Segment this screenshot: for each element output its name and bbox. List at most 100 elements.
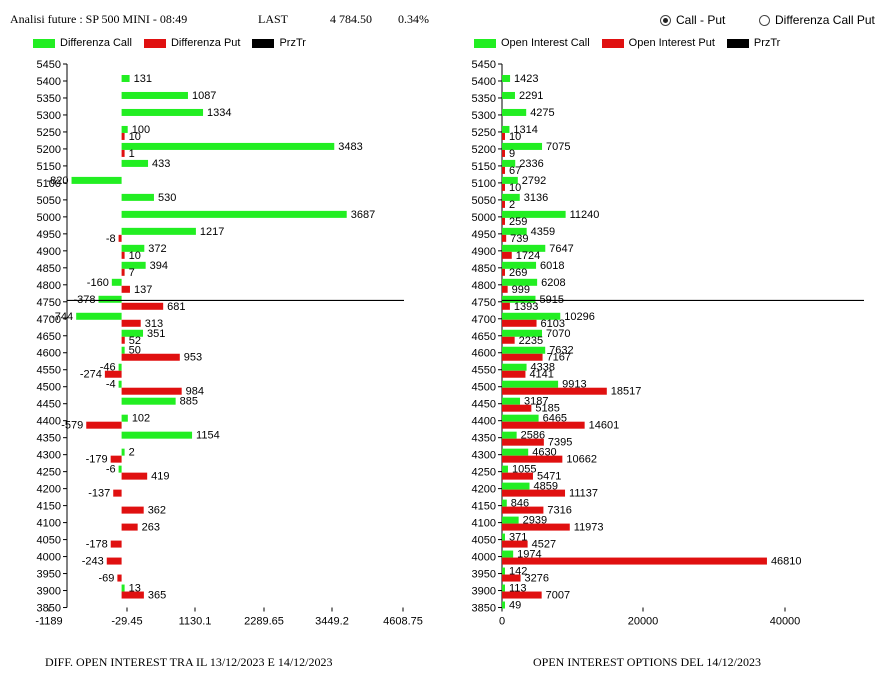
call-bar bbox=[121, 159, 149, 167]
call-bar bbox=[121, 210, 347, 218]
put-bar-label: -8 bbox=[106, 233, 116, 245]
put-bar-label: 365 bbox=[148, 590, 166, 602]
y-tick-label: 4450 bbox=[472, 399, 496, 411]
put-bar-label: 5471 bbox=[537, 471, 561, 483]
call-bar bbox=[502, 295, 536, 303]
put-bar bbox=[502, 574, 521, 582]
change-percent: 0.34% bbox=[398, 12, 429, 26]
y-tick-label: 5300 bbox=[37, 110, 61, 122]
call-bar bbox=[121, 193, 154, 201]
call-bar-label: 5915 bbox=[539, 294, 563, 306]
y-tick-label: 5100 bbox=[472, 178, 496, 190]
y-tick-label: 5350 bbox=[472, 93, 496, 105]
x-tick-label: -29.45 bbox=[111, 616, 142, 628]
call-bar bbox=[121, 261, 146, 269]
y-tick-label: 5400 bbox=[472, 76, 496, 88]
y-tick-label: 5100 bbox=[37, 178, 61, 190]
radio-selected-icon bbox=[660, 14, 671, 26]
put-bar bbox=[110, 455, 122, 463]
put-bar-label: 9 bbox=[509, 148, 515, 160]
put-bar bbox=[502, 438, 544, 446]
put-bar-label: 1724 bbox=[516, 250, 540, 262]
put-bar bbox=[118, 234, 122, 242]
call-bar bbox=[502, 125, 510, 133]
legend-item: PrzTr bbox=[252, 37, 306, 49]
call-bar bbox=[121, 584, 125, 592]
put-bar-label: 313 bbox=[145, 318, 163, 330]
call-bar-label: 7070 bbox=[546, 328, 570, 340]
put-bar-label: -137 bbox=[88, 488, 110, 500]
put-bar-label: 953 bbox=[184, 352, 202, 364]
call-bar bbox=[502, 210, 566, 218]
y-tick-label: 4200 bbox=[37, 484, 61, 496]
x-tick-label: 4608.75 bbox=[383, 616, 423, 628]
call-bar-label: 10296 bbox=[564, 311, 595, 323]
call-bar-label: 1334 bbox=[207, 107, 231, 119]
y-tick-label: 4000 bbox=[472, 552, 496, 564]
put-bar-label: 7395 bbox=[548, 437, 572, 449]
call-bar bbox=[502, 482, 530, 490]
radio-diff-call-put[interactable]: Differenza Call Put bbox=[759, 13, 875, 27]
call-bar-label: 2336 bbox=[519, 158, 543, 170]
call-bar bbox=[502, 584, 505, 592]
call-bar-label: 1314 bbox=[513, 124, 537, 136]
call-bar-label: 4275 bbox=[530, 107, 554, 119]
put-bar bbox=[121, 472, 148, 480]
y-tick-label: 4400 bbox=[472, 416, 496, 428]
call-bar bbox=[121, 244, 145, 252]
call-bar bbox=[118, 363, 122, 371]
legend-swatch-call bbox=[474, 38, 496, 48]
last-label: LAST bbox=[258, 12, 288, 26]
put-bar bbox=[502, 370, 526, 378]
y-tick-label: 5450 bbox=[472, 59, 496, 71]
put-bar bbox=[121, 353, 180, 361]
call-bar-label: 49 bbox=[509, 600, 521, 612]
y-tick-label: 5050 bbox=[37, 195, 61, 207]
legend-label: Open Interest Call bbox=[501, 37, 590, 49]
put-bar bbox=[502, 183, 505, 191]
legend-swatch-price bbox=[252, 38, 275, 48]
legend-label: Differenza Call bbox=[60, 37, 132, 49]
put-bar bbox=[502, 506, 544, 514]
y-tick-label: 4850 bbox=[472, 263, 496, 275]
put-bar bbox=[502, 166, 505, 174]
put-bar-label: 2235 bbox=[519, 335, 543, 347]
y-tick-label: 4950 bbox=[472, 229, 496, 241]
put-bar-label: 52 bbox=[129, 335, 141, 347]
radio-call-put[interactable]: Call - Put bbox=[660, 13, 725, 27]
put-bar bbox=[502, 302, 510, 310]
call-bar-label: 3136 bbox=[524, 192, 548, 204]
call-bar bbox=[502, 567, 505, 575]
put-bar bbox=[121, 285, 130, 293]
call-bar-label: -378 bbox=[73, 294, 95, 306]
call-bar-label: 3687 bbox=[351, 209, 375, 221]
x-tick-label: 1130.1 bbox=[179, 616, 212, 628]
call-bar bbox=[121, 414, 128, 422]
put-bar-label: 7167 bbox=[547, 352, 571, 364]
radio-unselected-icon bbox=[759, 14, 770, 26]
put-bar-label: 269 bbox=[509, 267, 527, 279]
legend-item: Differenza Call bbox=[33, 37, 132, 49]
call-bar-label: 131 bbox=[134, 73, 152, 85]
put-bar-label: -579 bbox=[61, 420, 83, 432]
y-tick-label: 5000 bbox=[472, 212, 496, 224]
x-tick-label: 0 bbox=[499, 616, 505, 628]
call-bar bbox=[98, 295, 122, 303]
y-tick-label: 4500 bbox=[37, 382, 61, 394]
y-tick-label: 4700 bbox=[37, 314, 61, 326]
y-tick-label: 4050 bbox=[472, 535, 496, 547]
put-bar bbox=[121, 268, 125, 276]
y-tick-label: 4000 bbox=[37, 552, 61, 564]
call-bar bbox=[502, 244, 546, 252]
legend-left: Differenza Call Differenza Put PrzTr bbox=[33, 37, 318, 49]
last-value: 4 784.50 bbox=[330, 12, 372, 26]
put-bar bbox=[502, 421, 585, 429]
call-bar bbox=[502, 227, 527, 235]
put-bar bbox=[502, 455, 563, 463]
put-bar bbox=[502, 353, 543, 361]
x-tick-label: -1189 bbox=[35, 616, 62, 628]
legend-label: Open Interest Put bbox=[628, 37, 715, 49]
call-bar bbox=[502, 193, 520, 201]
legend-item: PrzTr bbox=[726, 37, 780, 49]
call-bar bbox=[502, 312, 561, 320]
